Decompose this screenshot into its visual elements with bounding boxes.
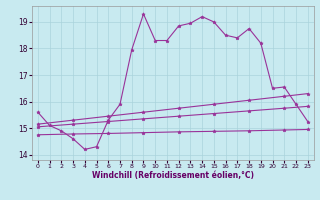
X-axis label: Windchill (Refroidissement éolien,°C): Windchill (Refroidissement éolien,°C) — [92, 171, 254, 180]
